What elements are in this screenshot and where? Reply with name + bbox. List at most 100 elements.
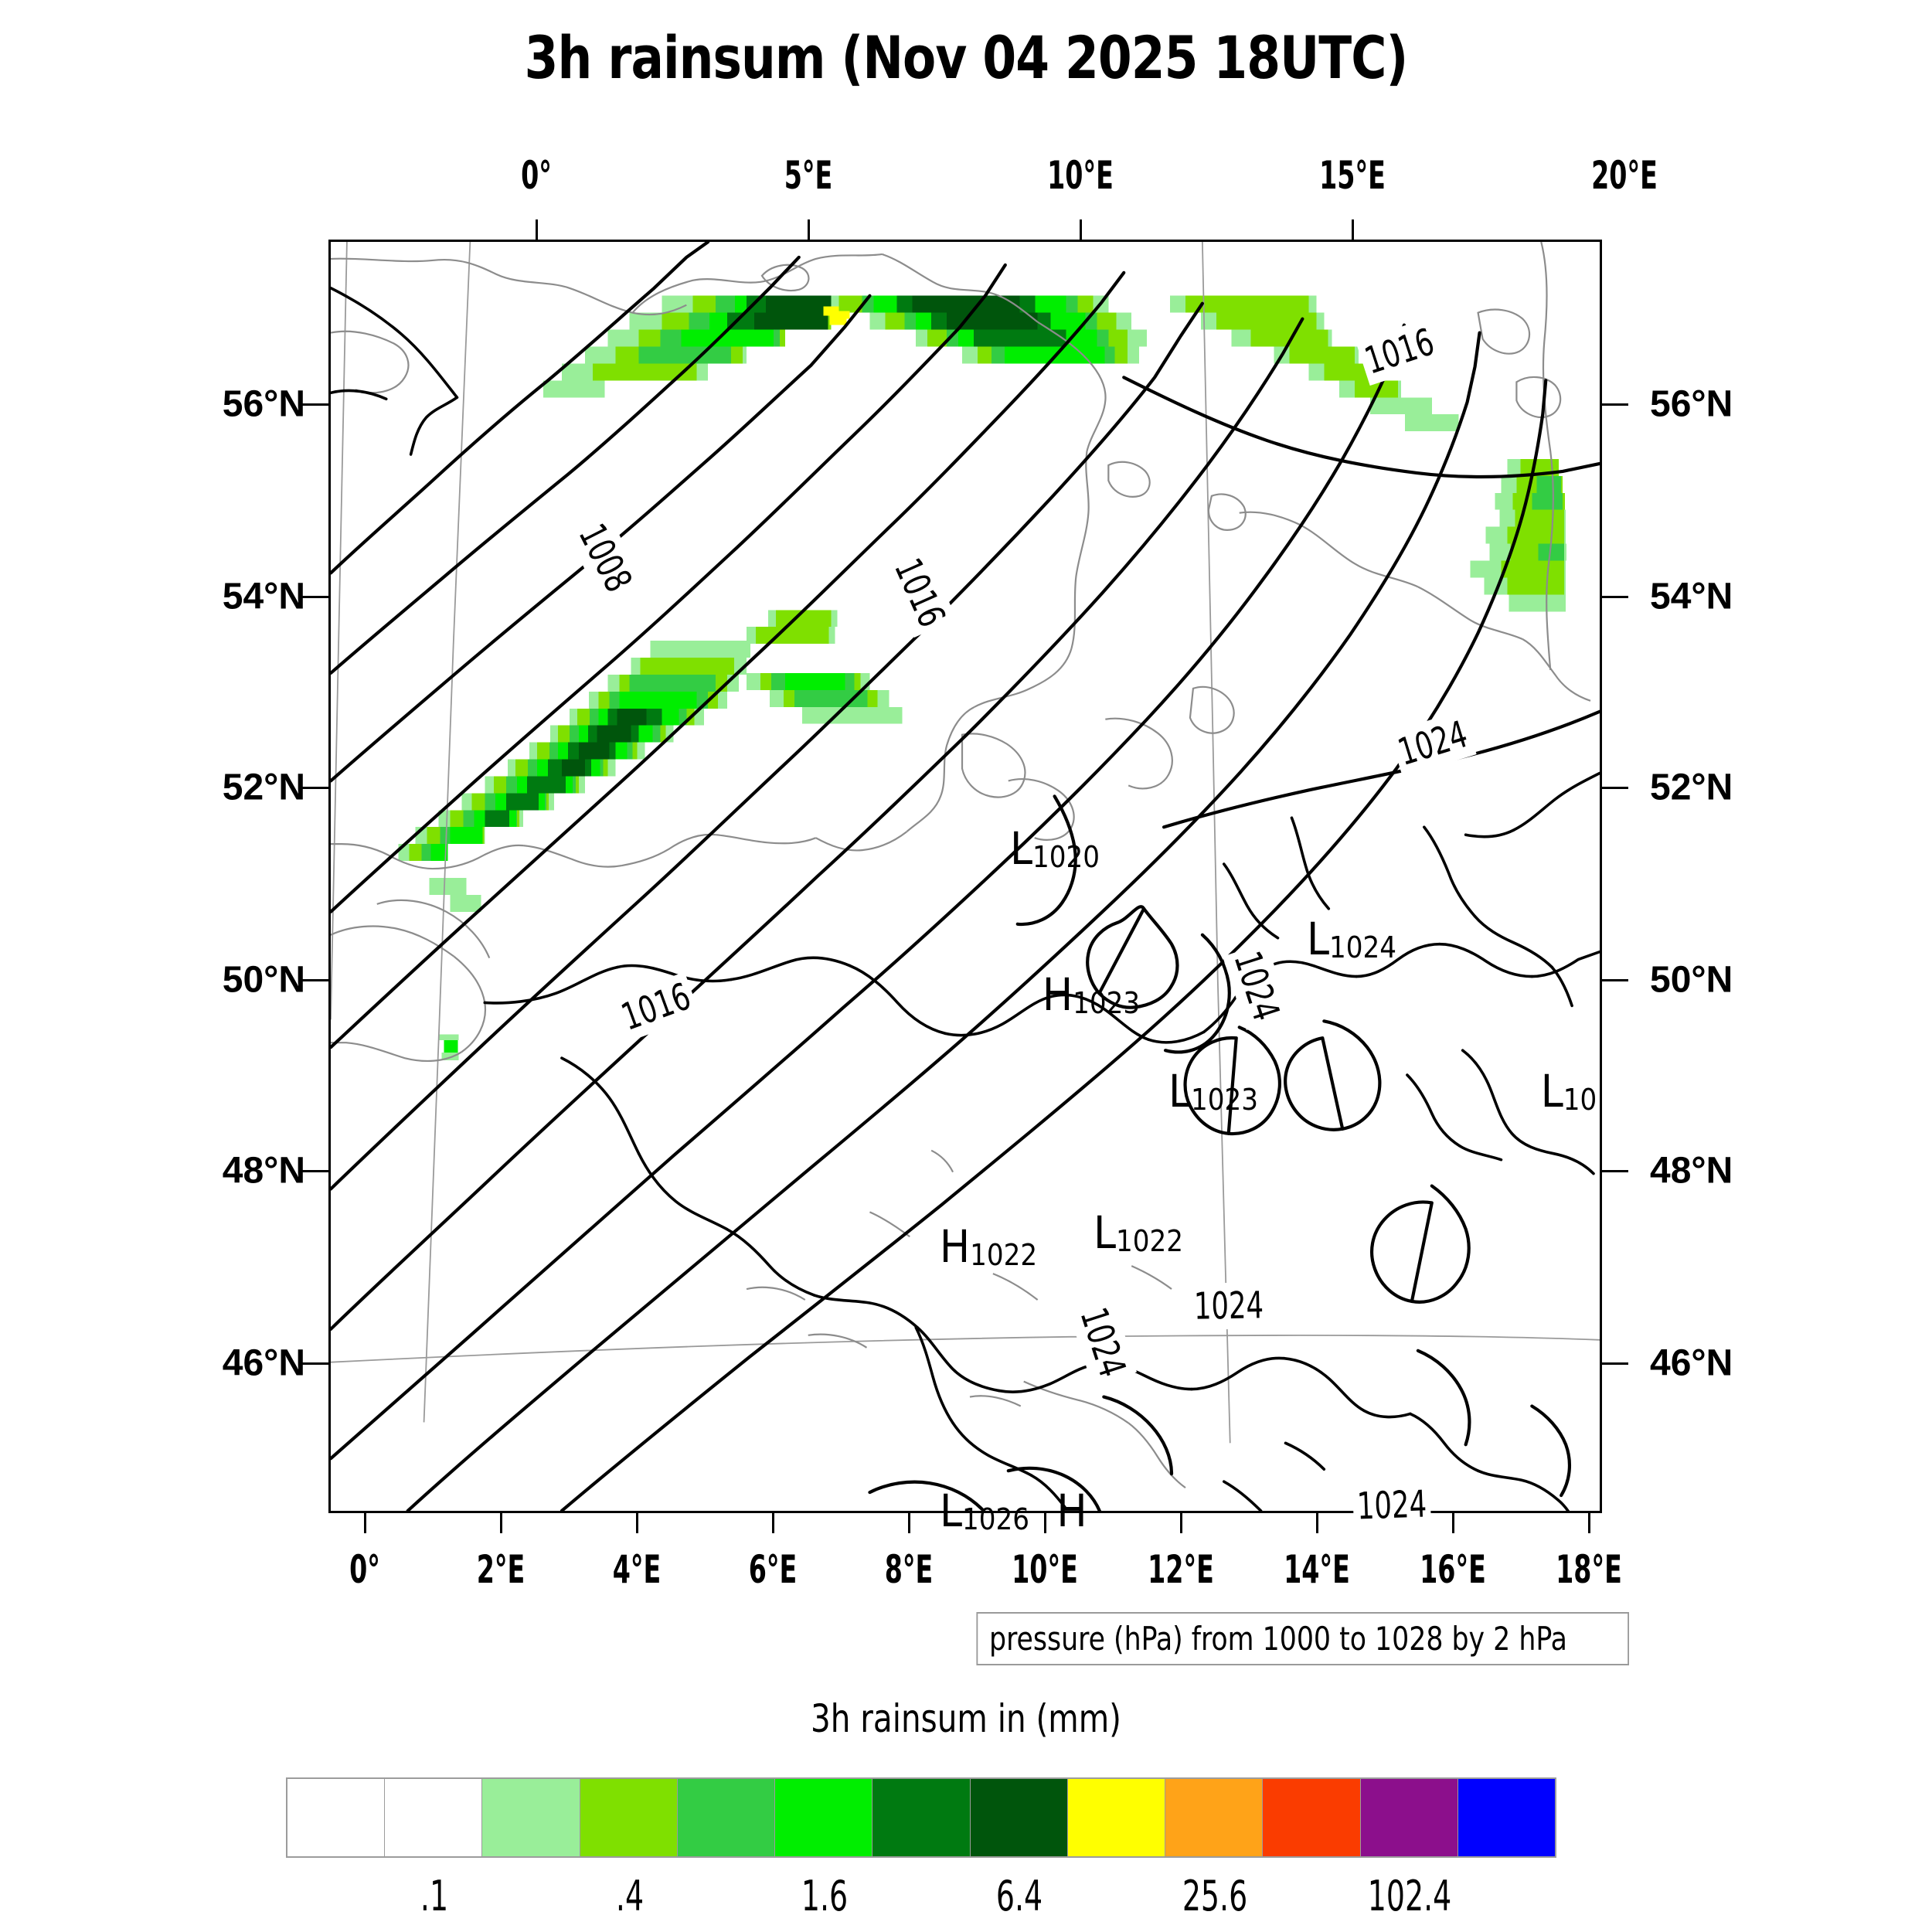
lat-label-right: 50°N	[1650, 959, 1733, 1001]
pressure-center-symbol: L	[939, 1485, 963, 1537]
map-plot-area[interactable]	[328, 240, 1602, 1513]
colorbar-cell[interactable]	[970, 1779, 1068, 1856]
pressure-center-value: 1023	[1191, 1083, 1259, 1117]
lon-label-top: 10°E	[1047, 153, 1114, 198]
colorbar-cell[interactable]	[677, 1779, 776, 1856]
precip-shading	[398, 295, 1567, 1061]
lon-label-bottom: 6°E	[748, 1547, 798, 1592]
pressure-center-value: 1022	[1116, 1224, 1184, 1259]
pressure-center-value: 1020	[1032, 840, 1100, 875]
lon-tick-bottom	[500, 1513, 502, 1533]
lon-tick-top	[1352, 219, 1354, 240]
lon-tick-top	[536, 219, 538, 240]
lon-label-top: 20°E	[1591, 153, 1658, 198]
isobars	[331, 242, 1600, 1511]
colorbar-cell[interactable]	[1165, 1779, 1264, 1856]
lon-label-bottom: 4°E	[612, 1547, 662, 1592]
lon-tick-bottom	[1180, 1513, 1182, 1533]
lat-tick-left	[302, 979, 328, 981]
pressure-center-symbol: H	[1056, 1485, 1087, 1537]
lon-label-bottom: 2°E	[476, 1547, 526, 1592]
lat-tick-right	[1602, 1170, 1628, 1172]
colorbar-title: 3h rainsum in (mm)	[811, 1696, 1121, 1741]
lon-tick-bottom	[636, 1513, 638, 1533]
pressure-center-l: L10	[1541, 1065, 1597, 1117]
colorbar-cell[interactable]	[1263, 1779, 1361, 1856]
pressure-center-value: 1022	[970, 1238, 1038, 1273]
pressure-center-symbol: L	[1306, 913, 1330, 965]
lat-label-left: 50°N	[222, 959, 305, 1001]
colorbar-cell[interactable]	[1067, 1779, 1166, 1856]
lon-tick-bottom	[908, 1513, 910, 1533]
lon-tick-bottom	[364, 1513, 366, 1533]
colorbar-cell[interactable]	[287, 1779, 386, 1856]
lon-label-bottom: 10°E	[1012, 1547, 1078, 1592]
lon-label-top: 5°E	[784, 153, 833, 198]
lon-label-top: 15°E	[1319, 153, 1386, 198]
lat-tick-left	[302, 1362, 328, 1365]
lon-label-bottom: 0°	[349, 1547, 380, 1592]
lat-label-right: 56°N	[1650, 383, 1733, 425]
lat-tick-left	[302, 787, 328, 789]
colorbar-label: 102.4	[1367, 1872, 1452, 1920]
lat-tick-right	[1602, 596, 1628, 598]
lat-label-left: 46°N	[222, 1342, 305, 1384]
pressure-center-value: 1023	[1073, 986, 1141, 1021]
pressure-center-symbol: L	[1168, 1065, 1192, 1117]
lon-label-bottom: 14°E	[1284, 1547, 1350, 1592]
pressure-center-h: H1023	[1043, 968, 1140, 1021]
lon-label-bottom: 8°E	[884, 1547, 934, 1592]
lat-label-left: 48°N	[222, 1150, 305, 1192]
pressure-center-symbol: H	[939, 1220, 971, 1273]
lon-label-top: 0°	[521, 153, 552, 198]
pressure-center-value: 1024	[1329, 930, 1397, 965]
lat-label-right: 54°N	[1650, 576, 1733, 617]
pressure-center-symbol: L	[1009, 822, 1033, 875]
pressure-center-l: L1026	[940, 1485, 1029, 1537]
lat-label-left: 54°N	[222, 576, 305, 617]
colorbar-cell[interactable]	[775, 1779, 873, 1856]
lon-label-bottom: 18°E	[1556, 1547, 1622, 1592]
colorbar[interactable]	[286, 1777, 1556, 1858]
lon-tick-bottom	[1316, 1513, 1318, 1533]
pressure-center-h: H1022	[940, 1220, 1037, 1273]
colorbar-label: .4	[615, 1872, 644, 1920]
pressure-center-value: 1026	[962, 1502, 1030, 1537]
colorbar-cell[interactable]	[482, 1779, 580, 1856]
lat-tick-right	[1602, 787, 1628, 789]
pressure-center-symbol: H	[1042, 968, 1073, 1021]
lon-label-bottom: 12°E	[1148, 1547, 1214, 1592]
lat-label-left: 56°N	[222, 383, 305, 425]
lon-tick-bottom	[772, 1513, 774, 1533]
colorbar-cell[interactable]	[1458, 1779, 1556, 1856]
pressure-center-l: L1020	[1010, 822, 1100, 875]
pressure-center-l: L1023	[1168, 1065, 1258, 1117]
lat-tick-right	[1602, 403, 1628, 406]
lon-tick-bottom	[1588, 1513, 1590, 1533]
colorbar-label: 6.4	[996, 1872, 1043, 1920]
colorbar-cell[interactable]	[580, 1779, 678, 1856]
pressure-center-value: 10	[1563, 1083, 1597, 1117]
lat-tick-left	[302, 1170, 328, 1172]
lat-label-right: 46°N	[1650, 1342, 1733, 1384]
pressure-center-l: L1024	[1307, 913, 1396, 965]
lat-tick-right	[1602, 979, 1628, 981]
pressure-caption: pressure (hPa) from 1000 to 1028 by 2 hP…	[976, 1612, 1629, 1665]
lat-tick-right	[1602, 1362, 1628, 1365]
colorbar-cell[interactable]	[385, 1779, 483, 1856]
map-canvas	[331, 242, 1600, 1511]
lon-tick-top	[1080, 219, 1082, 240]
lon-tick-top	[808, 219, 810, 240]
page-title: 3h rainsum (Nov 04 2025 18UTC)	[524, 23, 1409, 92]
colorbar-cell[interactable]	[1360, 1779, 1458, 1856]
pressure-center-l: L1022	[1094, 1206, 1183, 1259]
lat-label-left: 52°N	[222, 767, 305, 808]
lat-label-right: 48°N	[1650, 1150, 1733, 1192]
pressure-center-symbol: L	[1540, 1065, 1563, 1117]
coastlines	[331, 242, 1591, 1489]
lat-tick-left	[302, 596, 328, 598]
isobar-label: 1024	[1352, 1481, 1431, 1530]
colorbar-cell[interactable]	[872, 1779, 971, 1856]
lat-label-right: 52°N	[1650, 767, 1733, 808]
lon-tick-bottom	[1044, 1513, 1046, 1533]
